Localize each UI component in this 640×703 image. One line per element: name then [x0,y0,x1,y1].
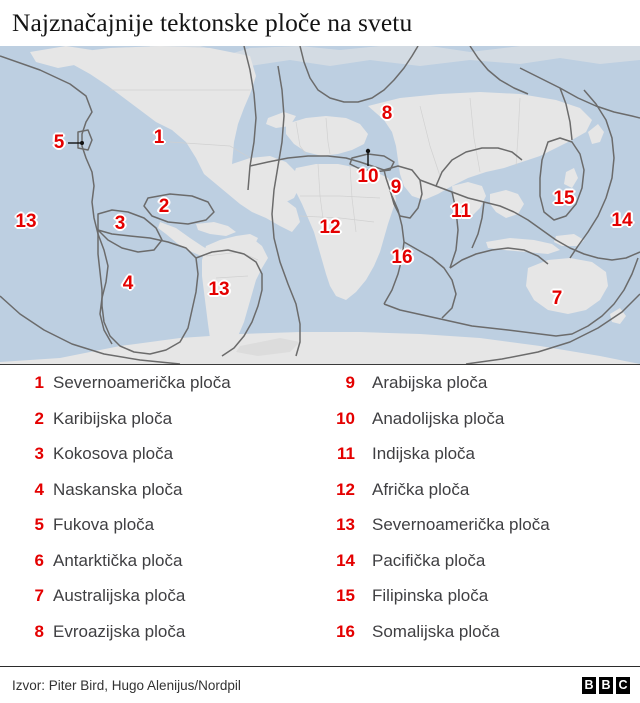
legend-label: Evroazijska ploča [53,621,186,641]
legend-label: Filipinska ploča [372,586,489,605]
legend-item: 5 Fukova ploča [0,515,320,551]
legend-item: 14 Pacifička ploča [310,551,640,587]
landmasses [0,46,640,364]
country-borders [110,89,521,279]
bbc-logo-letter-c: C [616,676,630,694]
legend-number: 16 [336,621,355,641]
legend-label: Somalijska ploča [372,621,500,641]
legend-item: 7 Australijska ploča [0,586,320,622]
legend-number: 1 [34,373,44,392]
legend-column-left: 1 Severnoamerička ploča 2 Karibijska plo… [0,373,320,657]
legend-label: Antarktička ploča [53,550,183,570]
legend-item: 8 Evroazijska ploča [0,622,320,658]
legend-label: Indijska ploča [372,444,476,463]
legend-number: 5 [34,515,44,534]
page-title: Najznačajnije tektonske ploče na svetu [12,8,413,37]
legend-label: Australijska ploča [53,586,186,605]
plate-boundaries [0,46,640,364]
legend-label: Arabijska ploča [372,373,488,392]
legend-item: 3 Kokosova ploča [0,444,320,480]
legend-item: 1 Severnoamerička ploča [0,373,320,409]
legend-label: Karibijska ploča [53,408,173,428]
legend-label: Severnoamerička ploča [53,373,231,392]
legend-item: 6 Antarktička ploča [0,551,320,587]
label-leader-lines [68,141,371,166]
legend-number: 15 [336,586,355,605]
legend-label: Severnoamerička ploča [372,515,550,534]
legend-item: 9 Arabijska ploča [310,373,640,409]
legend-number: 12 [336,479,355,499]
legend-number: 14 [336,550,355,570]
map-graphic [0,46,640,364]
legend-item: 12 Afrička ploča [310,480,640,516]
legend-number: 8 [34,621,44,641]
legend-number: 10 [336,408,355,428]
footer: Izvor: Piter Bird, Hugo Alenijus/Nordpil… [0,667,640,703]
legend-label: Naskanska ploča [53,479,183,499]
legend-label: Afrička ploča [372,479,470,499]
legend-label: Anadolijska ploča [372,408,505,428]
bbc-logo-letter-b1: B [582,676,596,694]
legend-item: 4 Naskanska ploča [0,480,320,516]
legend-item: 10 Anadolijska ploča [310,409,640,445]
legend-number: 13 [336,515,355,534]
legend-item: 15 Filipinska ploča [310,586,640,622]
footer-divider [0,665,640,667]
source-credit: Izvor: Piter Bird, Hugo Alenijus/Nordpil [12,677,241,693]
legend-item: 13 Severnoamerička ploča [310,515,640,551]
legend-number: 2 [34,408,44,428]
legend-item: 2 Karibijska ploča [0,409,320,445]
legend-item: 16 Somalijska ploča [310,622,640,658]
title-bar: Najznačajnije tektonske ploče na svetu [0,0,640,46]
legend-number: 4 [34,479,44,499]
legend-number: 9 [345,373,355,392]
bbc-logo: B B C [582,676,630,694]
legend-number: 11 [337,444,355,463]
legend-column-right: 9 Arabijska ploča 10 Anadolijska ploča 1… [310,373,640,657]
bbc-logo-letter-b2: B [599,676,613,694]
legend-label: Kokosova ploča [53,444,174,463]
legend-label: Fukova ploča [53,515,155,534]
legend-number: 6 [34,550,44,570]
legend-item: 11 Indijska ploča [310,444,640,480]
legend-number: 3 [34,444,44,463]
legend-label: Pacifička ploča [372,550,486,570]
world-tectonic-plates-map: 1 5 13 2 3 4 13 6 8 10 9 12 16 11 15 14 … [0,46,640,365]
legend-number: 7 [34,586,44,605]
legend: 1 Severnoamerička ploča 2 Karibijska plo… [0,365,640,665]
